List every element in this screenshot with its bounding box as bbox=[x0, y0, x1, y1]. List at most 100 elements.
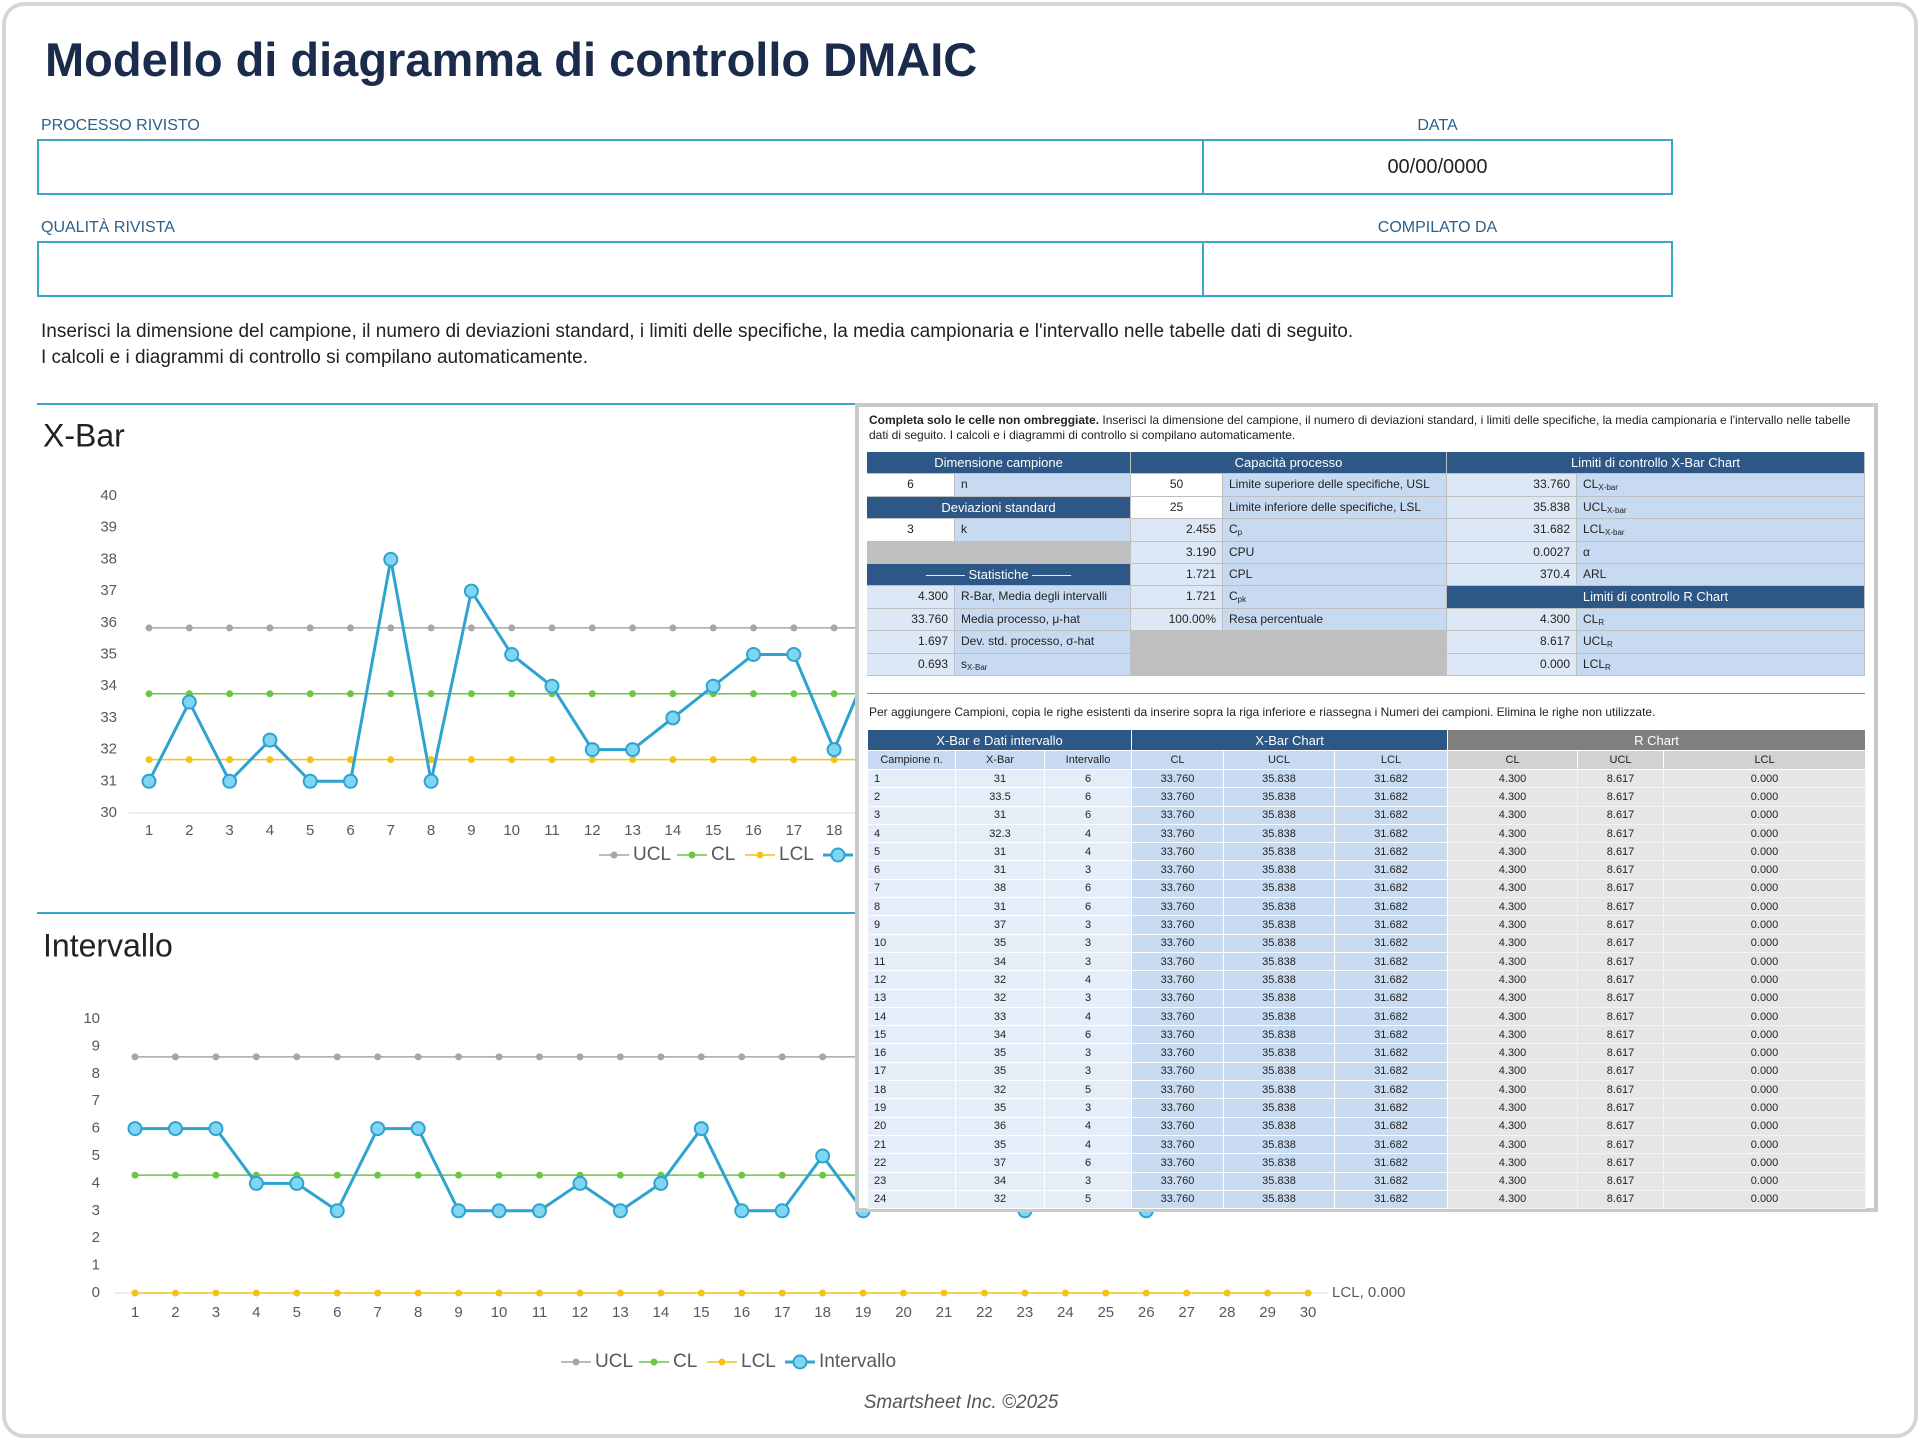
data-cell: 4 bbox=[867, 823, 956, 844]
data-cell: 31.682 bbox=[1333, 1116, 1449, 1136]
data-point bbox=[536, 1053, 543, 1061]
data-point bbox=[491, 1203, 507, 1219]
data-cell: 37 bbox=[955, 915, 1045, 935]
data-cell: 31.682 bbox=[1333, 970, 1449, 990]
data-cell: 35.838 bbox=[1223, 988, 1335, 1008]
panel-intro: Completa solo le celle non ombreggiate. … bbox=[869, 413, 1864, 443]
block-label: Cp bbox=[1223, 519, 1446, 541]
column-header-row: Campione n. X-Bar Intervallo CL UCL LCL CL UCL L… bbox=[867, 750, 1867, 770]
data-point bbox=[262, 732, 278, 748]
data-point bbox=[697, 1289, 705, 1297]
field-label: QUALITÀ RIVISTA bbox=[41, 219, 175, 236]
data-cell: 8.617 bbox=[1577, 1116, 1665, 1136]
data-cell: 33.760 bbox=[1131, 768, 1224, 789]
data-cell: 35.838 bbox=[1223, 1006, 1335, 1027]
legend-label: Intervallo bbox=[819, 1351, 896, 1372]
data-point bbox=[1304, 1289, 1312, 1297]
data-point bbox=[212, 1053, 220, 1061]
data-point bbox=[1061, 1289, 1069, 1297]
x-tick-label: 1 bbox=[145, 822, 153, 839]
data-point bbox=[859, 1289, 867, 1297]
data-cell: 3 bbox=[1044, 915, 1132, 935]
data-point bbox=[387, 690, 395, 698]
x-tick-label: 29 bbox=[1259, 1304, 1276, 1321]
label-text: CL bbox=[1583, 477, 1599, 492]
data-cell: 35 bbox=[955, 1061, 1045, 1082]
data-point bbox=[548, 624, 556, 632]
data-cell: 4.300 bbox=[1447, 1025, 1579, 1045]
x-tick-label: 15 bbox=[693, 1304, 710, 1321]
block-header: Limiti di controllo R Chart bbox=[1447, 586, 1864, 608]
x-tick-label: 19 bbox=[855, 1304, 872, 1321]
y-tick-label: 35 bbox=[100, 645, 117, 662]
data-cell: 33.760 bbox=[1131, 823, 1224, 844]
data-cell: 31.682 bbox=[1333, 951, 1449, 972]
legend-label: UCL bbox=[633, 844, 671, 865]
data-point bbox=[693, 1121, 709, 1137]
data-cell: 16 bbox=[867, 1043, 956, 1063]
label-text: Dev. std. processo, σ-hat bbox=[961, 634, 1095, 649]
label-subscript: X-bar bbox=[1605, 528, 1625, 538]
data-point bbox=[790, 756, 798, 764]
data-cell: 8.617 bbox=[1577, 1006, 1665, 1027]
data-panel: Completa solo le celle non ombreggiate. … bbox=[855, 403, 1878, 1212]
legend-label: CL bbox=[711, 844, 735, 865]
data-point bbox=[306, 624, 314, 632]
data-cell: 8.617 bbox=[1577, 1043, 1665, 1063]
data-point bbox=[790, 624, 798, 632]
data-point bbox=[900, 1289, 908, 1297]
x-tick-label: 2 bbox=[171, 1304, 179, 1321]
x-tick-label: 28 bbox=[1219, 1304, 1236, 1321]
y-tick-label: 30 bbox=[100, 804, 117, 821]
data-cell: 9 bbox=[867, 915, 956, 935]
x-tick-label: 6 bbox=[333, 1304, 341, 1321]
data-cell: 36 bbox=[955, 1116, 1045, 1136]
data-point bbox=[455, 1289, 463, 1297]
data-row: 16 35 3 33.760 35.838 31.682 4.300 8.617 0.000 bbox=[867, 1043, 1867, 1063]
data-cell: 35.838 bbox=[1223, 1061, 1335, 1082]
data-cell: 4.300 bbox=[1447, 933, 1579, 953]
input-box[interactable] bbox=[1202, 241, 1673, 297]
data-point bbox=[612, 1203, 628, 1219]
data-cell: 8.617 bbox=[1577, 1171, 1665, 1191]
x-tick-label: 13 bbox=[612, 1304, 629, 1321]
legend-marker bbox=[572, 1358, 580, 1366]
data-cell: 13 bbox=[867, 988, 956, 1008]
block-value: 4.300 bbox=[1447, 608, 1576, 631]
label-text: k bbox=[961, 522, 967, 537]
data-point bbox=[171, 1171, 179, 1179]
x-tick-label: 1 bbox=[131, 1304, 139, 1321]
data-point bbox=[131, 1289, 139, 1297]
data-cell: 2 bbox=[867, 787, 956, 807]
data-point bbox=[746, 647, 761, 662]
data-cell: 33.760 bbox=[1131, 1025, 1224, 1045]
data-cell: 19 bbox=[867, 1098, 956, 1118]
data-cell: 32.3 bbox=[955, 823, 1045, 844]
data-cell: 3 bbox=[1044, 988, 1132, 1008]
data-cell: 33.760 bbox=[1131, 1043, 1224, 1063]
label-subscript: R bbox=[1598, 617, 1605, 627]
data-cell: 35.838 bbox=[1223, 897, 1335, 917]
data-cell: 35 bbox=[955, 933, 1045, 953]
data-point bbox=[584, 742, 600, 758]
annotation: LCL, 0.000 bbox=[1332, 1284, 1405, 1301]
data-cell: 35.838 bbox=[1223, 787, 1335, 807]
data-cell: 35 bbox=[955, 1043, 1045, 1063]
legend-label: LCL bbox=[779, 844, 814, 865]
x-tick-label: 15 bbox=[705, 822, 722, 839]
data-cell: 31.682 bbox=[1333, 860, 1449, 880]
date-input[interactable]: 00/00/0000 bbox=[1202, 139, 1673, 195]
data-point bbox=[226, 624, 234, 632]
data-point bbox=[414, 1171, 422, 1179]
data-row: 9 37 3 33.760 35.838 31.682 4.300 8.617 0.000 bbox=[867, 915, 1867, 935]
y-tick-label: 40 bbox=[100, 487, 117, 504]
data-cell: 15 bbox=[867, 1025, 956, 1045]
data-row: 10 35 3 33.760 35.838 31.682 4.300 8.617 0.000 bbox=[867, 933, 1867, 953]
data-cell: 4 bbox=[1044, 1116, 1132, 1136]
data-cell: 31 bbox=[955, 768, 1045, 789]
data-cell: 33.760 bbox=[1131, 860, 1224, 880]
legend-label: CL bbox=[673, 1351, 697, 1372]
data-row: 20 36 4 33.760 35.838 31.682 4.300 8.617 0.000 bbox=[867, 1116, 1867, 1136]
data-point bbox=[181, 694, 197, 710]
